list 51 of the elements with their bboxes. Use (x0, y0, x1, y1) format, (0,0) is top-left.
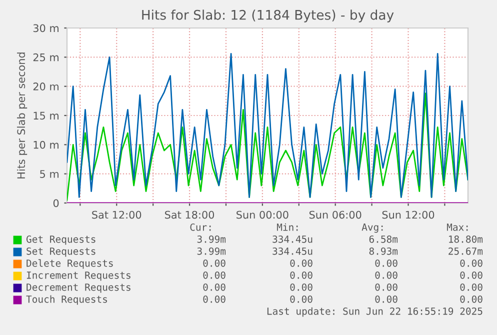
text: 334.45u (272, 247, 312, 255)
text: 334.45u (272, 235, 312, 243)
text: 0.00 (290, 259, 312, 267)
text: 18.80m (449, 235, 483, 243)
text: Max: (446, 224, 468, 231)
text: 6.58m (369, 235, 398, 243)
line-series (67, 52, 468, 198)
text: 0.00 (460, 259, 482, 267)
x-tick-label: Sun 12:00 (382, 210, 434, 219)
legend-label: Increment Requests (26, 272, 130, 281)
legend-label: Decrement Requests (26, 284, 130, 293)
chart-title: Hits for Slab: 12 (1184 Bytes) - by day (142, 10, 394, 22)
text: 0.00 (203, 283, 226, 291)
text: 0.00 (460, 271, 482, 279)
x-tick-label: Sun 06:00 (309, 210, 362, 219)
text: Min: (276, 223, 298, 231)
text: 3.99m (197, 235, 226, 243)
text: 0.00 (460, 295, 482, 303)
text: 0.00 (290, 295, 312, 303)
y-tick-label: 10 m (34, 140, 58, 149)
y-tick-label: 15 m (34, 112, 58, 120)
line-series (67, 92, 468, 201)
text: 0.00 (203, 295, 226, 303)
text: 0.00 (290, 283, 312, 291)
text: Avg: (362, 224, 383, 233)
x-tick-label: Sun 00:00 (236, 210, 288, 219)
y-tick-label: 25 m (33, 53, 58, 62)
text: 25.67m (448, 247, 483, 255)
text: 0.00 (290, 271, 312, 279)
text: 0.00 (460, 283, 482, 291)
text: 0.00 (375, 271, 398, 279)
text: 3.99m (197, 247, 226, 255)
x-tick-label: Sat 18:00 (165, 210, 214, 219)
text: 0.00 (375, 295, 398, 303)
legend-label: Delete Requests (26, 259, 113, 269)
legend-label: Get Requests (26, 235, 96, 245)
text: 0.00 (203, 259, 226, 267)
text: Cur: (190, 223, 211, 231)
text: Last update: Sun Jun 22 16:55:19 2025 (267, 307, 482, 317)
y-tick-label: 5 m (40, 170, 58, 178)
text: 0.00 (375, 259, 398, 267)
y-axis-title: Hits per Slab per second (17, 52, 28, 178)
legend-label: Touch Requests (26, 295, 107, 305)
text: 0.00 (203, 271, 226, 279)
legend-label: Set Requests (26, 247, 96, 257)
text: 0.00 (375, 283, 398, 291)
x-tick-label: Sat 12:00 (92, 210, 142, 219)
y-tick-label: 30 m (33, 24, 58, 32)
y-tick-label: 0 (53, 199, 59, 208)
text: 8.93m (369, 247, 398, 255)
y-tick-label: 20 m (33, 82, 58, 90)
